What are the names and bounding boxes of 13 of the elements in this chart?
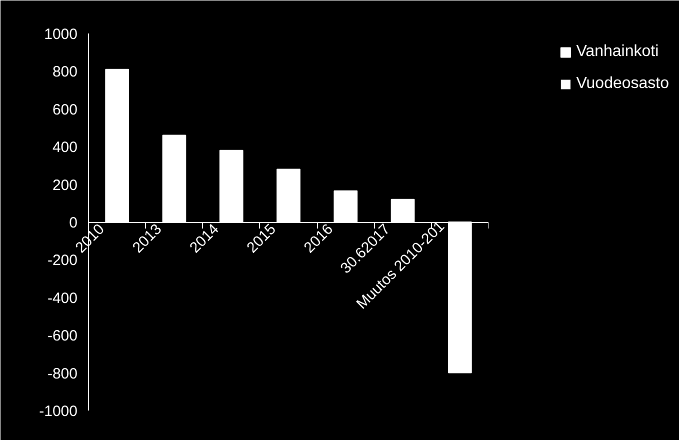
y-tick-label: 600	[52, 101, 78, 118]
y-tick-label: 400	[52, 139, 78, 156]
legend-label: Vanhainkoti	[576, 43, 659, 61]
y-tick-label: -400	[47, 290, 78, 307]
y-tick-label: -600	[47, 328, 78, 345]
y-tick-label: -1000	[39, 403, 78, 420]
legend-label: Vuodeosasto	[576, 75, 669, 93]
y-tick-label: 0	[69, 214, 78, 232]
y-tick-label: -200	[47, 252, 78, 270]
y-tick-label: 200	[52, 176, 78, 194]
y-tick-label: 800	[52, 64, 78, 81]
y-tick-label: -800	[47, 365, 78, 382]
y-tick-label: 1000	[44, 26, 78, 43]
